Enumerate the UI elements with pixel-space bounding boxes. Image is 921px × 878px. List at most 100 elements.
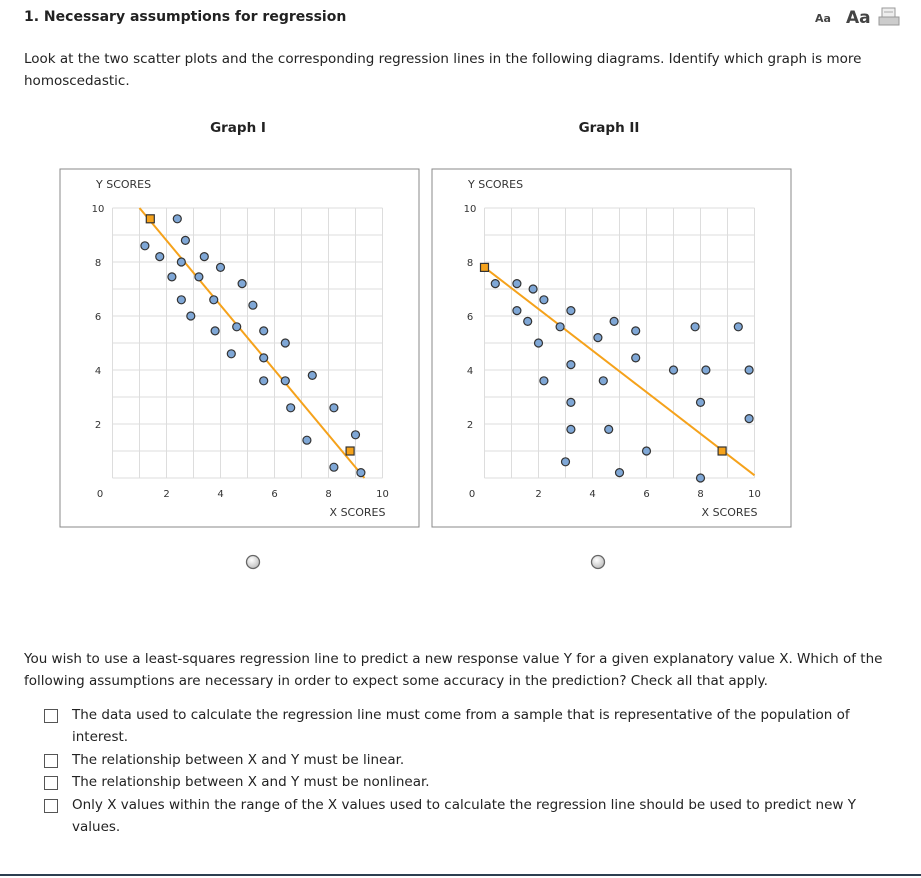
scatter-point [176, 295, 186, 305]
y-tick-label: 10 [92, 204, 105, 215]
y-axis-label: Y SCORES [467, 178, 523, 191]
y-tick-label: 8 [95, 258, 101, 269]
scatter-point [523, 316, 533, 326]
x-tick-label: 8 [697, 489, 703, 500]
y-tick-label: 6 [95, 312, 101, 323]
scatter-point [604, 424, 614, 434]
scatter-point [490, 279, 500, 289]
scatter-point [194, 272, 204, 282]
scatter-point [598, 376, 608, 386]
radio-button[interactable] [245, 554, 261, 570]
scatter-point [701, 365, 711, 375]
scatter-point [609, 316, 619, 326]
checkbox[interactable] [44, 799, 58, 813]
option: The relationship between X and Y must be… [44, 749, 864, 771]
scatter-point [566, 397, 576, 407]
regression-line [138, 207, 366, 479]
question-text: Look at the two scatter plots and the co… [24, 51, 862, 89]
scatter-point [237, 279, 247, 289]
line-marker [345, 446, 355, 456]
scatter-point [555, 322, 565, 332]
scatter-point [744, 365, 754, 375]
option-text: Only X values within the range of the X … [72, 797, 857, 835]
scatter-point [259, 326, 269, 336]
scatter-point [329, 462, 339, 472]
x-tick-label: 6 [271, 489, 277, 500]
scatter-point [566, 360, 576, 370]
scatter-point [248, 300, 258, 310]
y-tick-label: 4 [95, 366, 101, 377]
scatter-point [533, 338, 544, 348]
y-tick-label: 4 [467, 366, 473, 377]
scatter-point [733, 322, 743, 332]
option: The relationship between X and Y must be… [44, 771, 864, 793]
scatter-point [631, 326, 641, 336]
graph-title: Graph I [210, 120, 266, 136]
scatter-point [209, 295, 219, 305]
scatter-point [176, 257, 186, 267]
scatter-point [210, 326, 220, 336]
scatter-point [539, 295, 549, 305]
scatter-point [350, 430, 361, 440]
y-tick-label: 8 [467, 258, 473, 269]
option: The data used to calculate the regressio… [44, 704, 864, 748]
line-marker [145, 214, 155, 224]
scatter-point [226, 349, 236, 359]
checkbox[interactable] [44, 776, 58, 790]
footer-rule [0, 874, 921, 876]
scatter-point [593, 333, 603, 343]
scatter-point [695, 473, 706, 483]
x-tick-label: 4 [217, 489, 223, 500]
x-tick-label: 10 [748, 489, 761, 500]
line-marker [479, 262, 490, 272]
y-tick-label: 6 [467, 312, 473, 323]
y-axis-label: Y SCORES [95, 178, 151, 191]
print-icon[interactable] [878, 6, 900, 28]
scatter-point [259, 376, 269, 386]
radio-button[interactable] [590, 554, 606, 570]
scatter-point [186, 311, 196, 321]
checkbox[interactable] [44, 709, 58, 723]
font-size-small[interactable]: Aa [815, 12, 831, 25]
scatter-point [167, 272, 177, 282]
x-axis-label: X SCORES [330, 506, 386, 519]
scatter-point [744, 414, 754, 424]
graphs: Graph I 0 2 4 6 8 10 2 4 6 8 10 Y SCORES X SCORES Grap… [59, 120, 792, 570]
scatter-point [356, 468, 366, 478]
question-title: 1. Necessary assumptions for regression [24, 9, 347, 25]
scatter-point [512, 306, 522, 316]
x-tick-label: 8 [325, 489, 331, 500]
x-tick-label: 0 [469, 489, 475, 500]
scatter-point [539, 376, 549, 386]
graph-frame [59, 168, 420, 528]
scatter-point [302, 435, 312, 445]
scatter-point [199, 252, 209, 262]
checkbox[interactable] [44, 754, 58, 768]
scatter-point [695, 397, 706, 407]
scatter-point [614, 468, 625, 478]
y-tick-label: 2 [467, 420, 473, 431]
regression-line [483, 266, 756, 477]
scatter-point [286, 403, 296, 413]
scatter-point [641, 446, 652, 456]
y-tick-label: 2 [95, 420, 101, 431]
scatter-point [155, 252, 165, 262]
scatter-point [232, 322, 242, 332]
graph-title: Graph II [579, 120, 640, 136]
line-marker [717, 446, 727, 456]
x-tick-label: 0 [97, 489, 103, 500]
scatter-point [307, 370, 317, 380]
scatter-point [280, 338, 290, 348]
option-text: The relationship between X and Y must be… [72, 752, 405, 768]
font-size-large[interactable]: Aa [846, 8, 871, 28]
graph-frame [431, 168, 792, 528]
x-tick-label: 6 [643, 489, 649, 500]
x-axis-label: X SCORES [702, 506, 758, 519]
scatter-point [329, 403, 339, 413]
scatter-point [690, 322, 700, 332]
x-tick-label: 4 [589, 489, 595, 500]
scatter-point [172, 214, 182, 224]
scatter-point [259, 353, 269, 363]
scatter-point [280, 376, 290, 386]
